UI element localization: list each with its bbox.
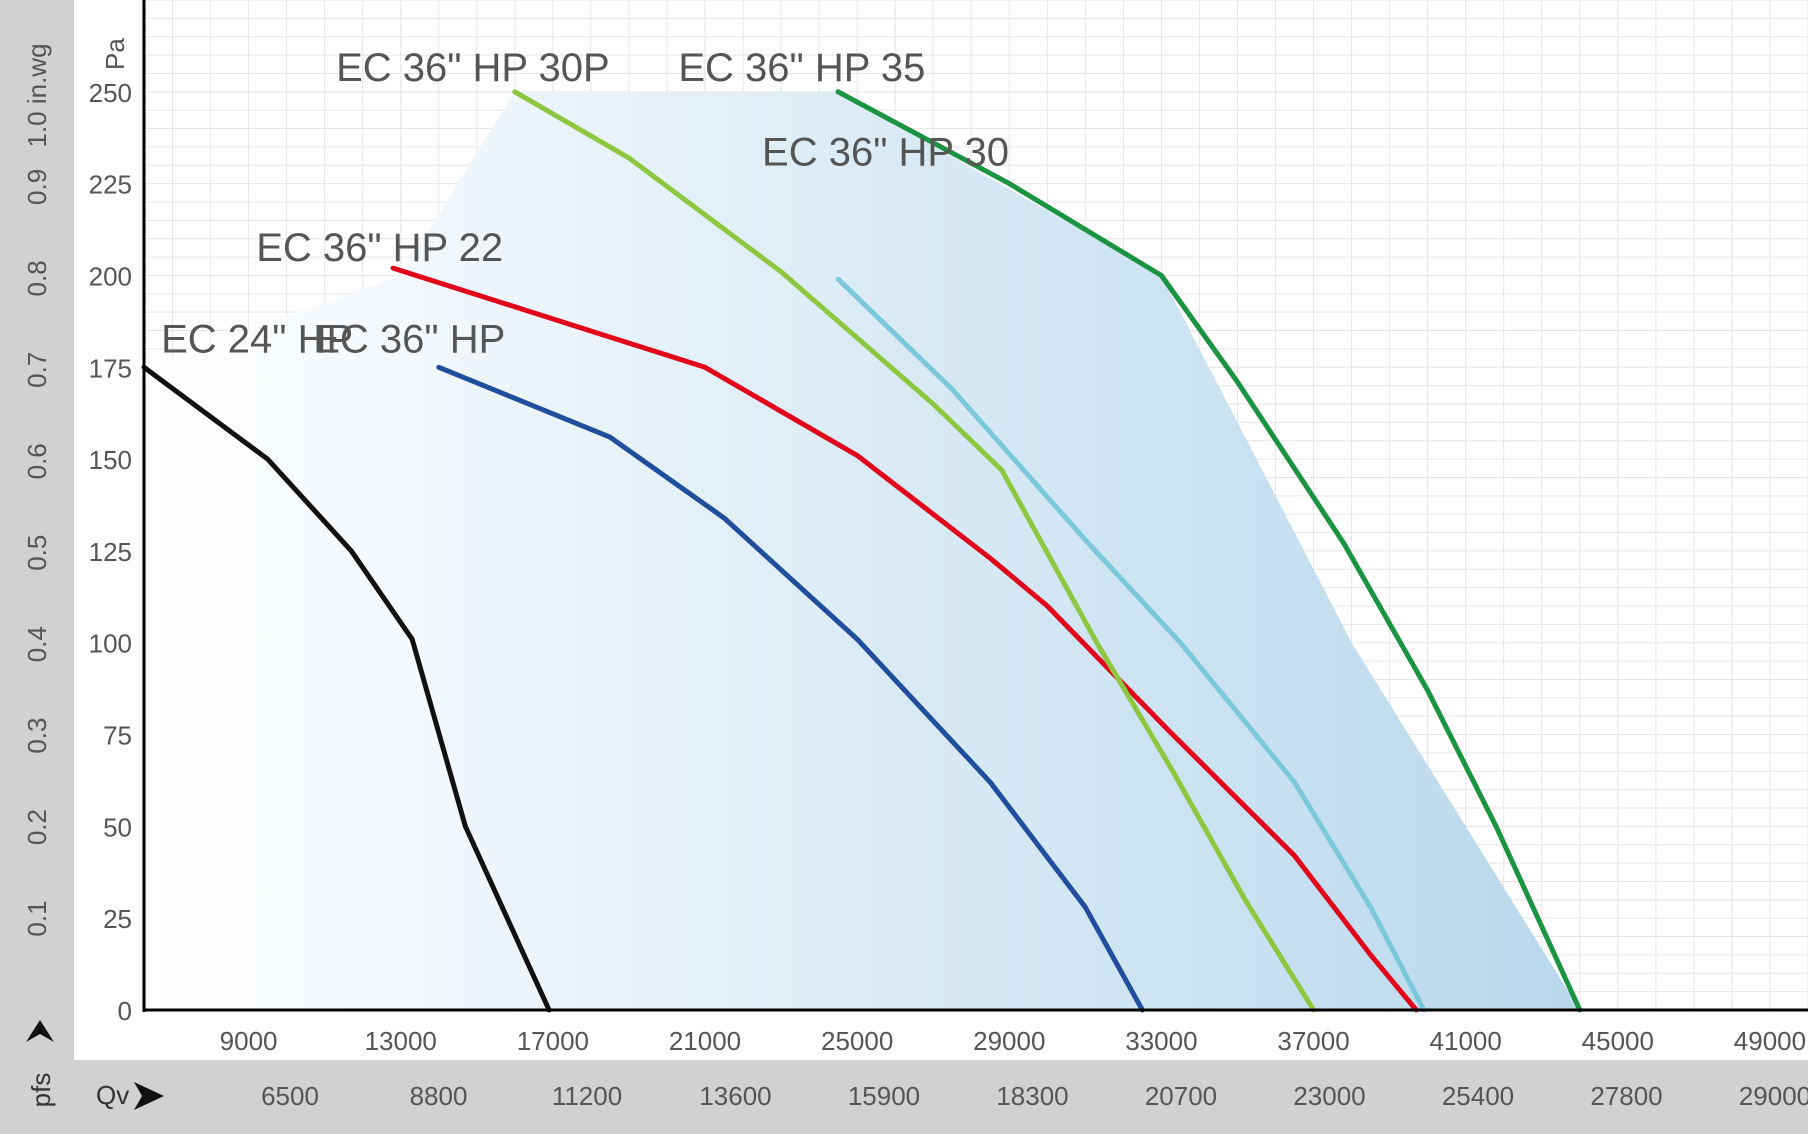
left-side-band <box>0 0 74 1134</box>
y-inwg-tick-label: 0.4 <box>22 626 52 662</box>
y-tick-label: 175 <box>89 353 132 383</box>
x-secondary-tick-label: 27800 <box>1590 1081 1662 1111</box>
x-tick-label: 37000 <box>1277 1026 1349 1056</box>
x-secondary-tick-label: 15900 <box>848 1081 920 1111</box>
x-secondary-tick-label: 23000 <box>1293 1081 1365 1111</box>
qv-label: Qv <box>96 1080 129 1110</box>
y-inwg-tick-label: 0.2 <box>22 809 52 845</box>
series-line-0 <box>141 364 552 1013</box>
curves <box>141 89 1583 1013</box>
y-tick-label: 225 <box>89 170 132 200</box>
x-tick-label: 29000 <box>973 1026 1045 1056</box>
y-inwg-tick-label: 0.1 <box>22 900 52 936</box>
y-inwg-tick-label: 0.7 <box>22 352 52 388</box>
y-tick-label: 200 <box>89 261 132 291</box>
series-line-1 <box>436 364 1145 1013</box>
y-tick-label: 75 <box>103 721 132 751</box>
x-secondary-tick-label: 25400 <box>1442 1081 1514 1111</box>
series-line-2 <box>390 265 1419 1013</box>
y-pa-ticks: 0 25 50 75 100 125 150 175 200 225 250 <box>89 78 132 1026</box>
x-secondary-tick-label: 8800 <box>410 1081 468 1111</box>
series-label-4: EC 36" HP 30 <box>762 130 1009 174</box>
series-label-1: EC 36" HP <box>313 318 505 362</box>
y-tick-label: 100 <box>89 629 132 659</box>
series-label-0: EC 24" HP <box>161 318 353 362</box>
x-secondary-ticks: 6500 8800 11200 13600 15900 18300 20700 23000 25… <box>261 1081 1808 1111</box>
x-tick-label: 9000 <box>220 1026 278 1056</box>
y-inwg-tick-label: 0.9 <box>22 169 52 205</box>
y-inwg-tick-label: 0.8 <box>22 260 52 296</box>
series-line-4 <box>835 276 1427 1013</box>
x-secondary-tick-label: 11200 <box>552 1081 622 1111</box>
x-tick-label: 21000 <box>669 1026 741 1056</box>
series-line-3 <box>512 89 1317 1013</box>
x-tick-label: 13000 <box>365 1026 437 1056</box>
y-inwg-tick-label: 0.5 <box>22 535 52 571</box>
x-tick-label: 49000 <box>1734 1026 1806 1056</box>
bottom-band <box>74 1060 1808 1134</box>
series-label-5: EC 36" HP 35 <box>678 46 925 90</box>
y-inwg-tick-label: 1.0 in.wg <box>22 43 52 147</box>
x-tick-label: 33000 <box>1125 1026 1197 1056</box>
y-tick-label: 25 <box>103 904 132 934</box>
y-inwg-tick-label: 0.6 <box>22 443 52 479</box>
x-tick-label: 45000 <box>1582 1026 1654 1056</box>
x-tick-label: 41000 <box>1430 1026 1502 1056</box>
y-tick-label: 50 <box>103 812 132 842</box>
pa-unit-label: Pa <box>100 38 130 70</box>
y-tick-label: 250 <box>89 78 132 108</box>
x-secondary-tick-label: 13600 <box>699 1081 771 1111</box>
x-tick-label: 17000 <box>517 1026 589 1056</box>
x-secondary-tick-label: 6500 <box>261 1081 319 1111</box>
x-tick-label: 25000 <box>821 1026 893 1056</box>
x-primary-ticks: 9000 13000 17000 21000 25000 29000 33000 37000 4… <box>220 1026 1806 1056</box>
y-tick-label: 125 <box>89 537 132 567</box>
y-tick-label: 0 <box>118 996 132 1026</box>
y-inwg-tick-label: 0.3 <box>22 718 52 754</box>
y-tick-label: 150 <box>89 445 132 475</box>
series-label-2: EC 36" HP 22 <box>256 226 503 270</box>
series-label-3: EC 36" HP 30P <box>336 46 610 90</box>
y-inwg-ticks: 0.1 0.2 0.3 0.4 0.5 0.6 0.7 0.8 0.9 1.0 in.wg <box>22 43 52 936</box>
pfs-arrow-icon <box>26 1020 54 1042</box>
series-line-5 <box>835 89 1583 1013</box>
x-secondary-tick-label: 18300 <box>996 1081 1068 1111</box>
qv-arrow-icon <box>134 1082 164 1110</box>
x-secondary-tick-label: 29000 <box>1739 1081 1808 1111</box>
pfs-label: pfs <box>26 1073 56 1108</box>
x-secondary-tick-label: 20700 <box>1145 1081 1217 1111</box>
